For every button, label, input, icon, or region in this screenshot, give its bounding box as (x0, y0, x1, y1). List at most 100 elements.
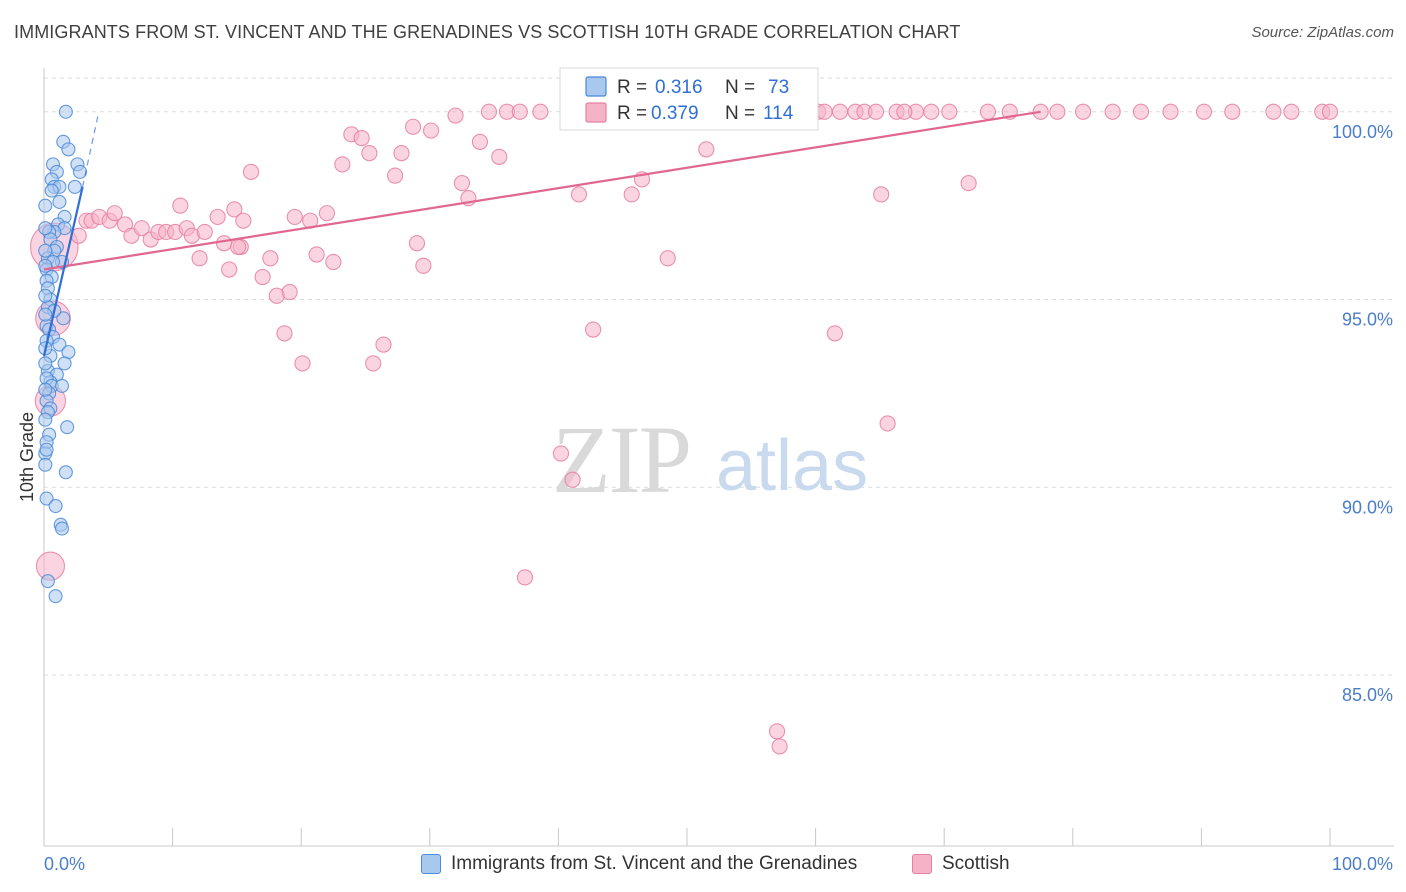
legend-n-value-2: 114 (763, 103, 794, 124)
y-axis-label: 10th Grade (17, 412, 37, 502)
scottish-point (196, 223, 213, 241)
immigrants-point (58, 465, 73, 480)
scottish-point (276, 325, 293, 342)
scottish-point (491, 148, 508, 165)
bottom-legend-label-immigrants: Immigrants from St. Vincent and the Gren… (451, 853, 858, 874)
scottish-point (106, 205, 123, 222)
bottom-legend-swatch-blue (421, 854, 441, 874)
scottish-point (516, 569, 534, 586)
bottom-legend-scottish: Scottish (912, 852, 1010, 876)
immigrants-point (56, 311, 71, 326)
scottish-point (286, 208, 303, 226)
legend-swatch-blue (585, 76, 607, 97)
bottom-legend-swatch-pink (912, 854, 932, 874)
watermark-atlas: atlas (716, 426, 868, 506)
x-tick-label-max: 100.0% (1332, 854, 1393, 874)
scottish-point (308, 246, 325, 263)
scottish-point (659, 250, 676, 267)
scottish-point (365, 355, 382, 372)
y-tick-label: 100.0% (1332, 122, 1393, 142)
scottish-point (532, 103, 549, 120)
legend-box: R = 0.316 N = 73 R = 0.379 N = 114 (559, 67, 819, 131)
scottish-point (404, 118, 422, 135)
trend-lines (42, 110, 1041, 357)
legend-n-value-1: 73 (768, 77, 789, 98)
scottish-point (511, 103, 528, 120)
scottish-point (979, 103, 997, 120)
immigrants-point (61, 142, 76, 157)
immigrants-point (38, 307, 53, 322)
scottish-point (294, 355, 311, 372)
scottish-point (585, 321, 602, 338)
scottish-point (552, 445, 570, 462)
scottish-point (1224, 103, 1241, 120)
scottish-point (1283, 103, 1300, 120)
scottish-point (471, 133, 489, 150)
scottish-point (1074, 103, 1092, 120)
legend-r-value-2: 0.379 (651, 103, 699, 124)
scottish-point (826, 325, 844, 342)
y-tick-label: 85.0% (1342, 685, 1393, 705)
immigrants-point (39, 491, 54, 506)
scottish-point (1132, 103, 1150, 120)
immigrants-point (38, 221, 53, 236)
x-axis-ticks (43, 828, 1331, 846)
immigrants-point (57, 356, 72, 371)
legend-n-label-2: N = (725, 103, 755, 124)
axes (43, 68, 1394, 847)
scottish-point (172, 197, 189, 214)
scottish-point (447, 107, 464, 124)
scottish-point (393, 144, 410, 162)
scottish-point (1265, 103, 1282, 120)
source-credit: Source: ZipAtlas.com (1251, 24, 1394, 41)
scottish-point (221, 261, 238, 278)
scottish-point (1321, 103, 1339, 120)
immigrants-point (67, 179, 82, 194)
immigrants-trend-extension (81, 115, 99, 188)
scottish-point (480, 103, 498, 120)
immigrants-point (72, 164, 88, 179)
scottish-point (361, 144, 378, 162)
x-axis-tick-labels: 0.0% 100.0% (44, 854, 1393, 874)
immigrants-point (38, 243, 53, 258)
y-axis-tick-labels: 85.0% 90.0% 95.0% 100.0% (1332, 122, 1393, 705)
immigrants-trend-line (42, 186, 84, 357)
scottish-point (191, 250, 208, 267)
scottish-point (422, 122, 440, 139)
scottish-point (209, 208, 226, 226)
bottom-legend-label-scottish: Scottish (942, 853, 1010, 874)
immigrants-point (48, 589, 63, 604)
scottish-point (334, 156, 351, 173)
bottom-legend-immigrants: Immigrants from St. Vincent and the Gren… (421, 852, 857, 876)
scottish-point (235, 212, 252, 229)
immigrants-point (60, 420, 75, 435)
scottish-point (133, 220, 150, 237)
scottish-point (408, 235, 426, 252)
scottish-point (453, 175, 471, 192)
scottish-point (375, 336, 392, 353)
scottish-point (1049, 103, 1066, 120)
chart-title: IMMIGRANTS FROM ST. VINCENT AND THE GREN… (14, 22, 961, 42)
scottish-point (623, 186, 640, 203)
y-tick-label: 90.0% (1342, 497, 1393, 517)
legend-r-label-1: R = (617, 77, 647, 98)
scottish-point (873, 186, 890, 203)
immigrants-point (38, 198, 53, 213)
scottish-point (1195, 103, 1213, 120)
scottish-point (262, 250, 279, 267)
scottish-point (281, 283, 298, 301)
scottish-point (771, 738, 788, 755)
x-tick-label-min: 0.0% (44, 854, 85, 874)
immigrants-point (44, 183, 59, 198)
scottish-point (698, 141, 715, 158)
immigrants-point (48, 499, 63, 514)
immigrants-point (38, 382, 53, 397)
scottish-point (386, 167, 404, 184)
immigrants-point (54, 378, 70, 393)
scottish-point (960, 175, 977, 192)
immigrants-point (38, 457, 53, 472)
y-tick-label: 95.0% (1342, 310, 1393, 330)
legend-r-label-2: R = (617, 103, 647, 124)
immigrants-point (52, 194, 67, 209)
